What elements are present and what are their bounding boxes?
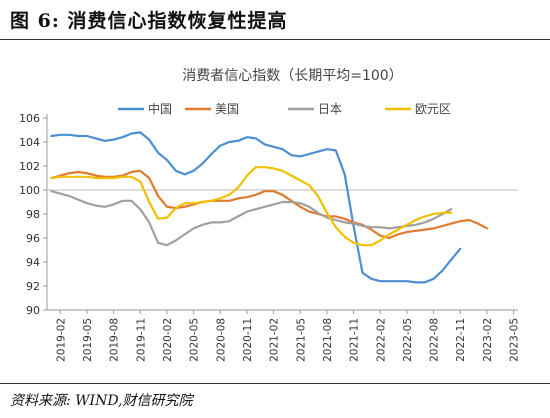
series-line-日本 [50, 190, 453, 247]
series-line-欧元区 [50, 166, 453, 247]
y-tick-label: 96 [26, 232, 40, 245]
x-tick-label: 2020-05 [189, 318, 201, 362]
legend-label: 日本 [318, 102, 342, 116]
x-tick-label: 2020-02 [162, 318, 174, 362]
legend-label: 中国 [148, 101, 172, 116]
legend-label: 欧元区 [415, 102, 451, 116]
x-tick-label: 2023-02 [482, 318, 494, 362]
y-tick-label: 106 [19, 112, 40, 125]
x-tick-label: 2023-05 [509, 318, 521, 362]
series-line-美国 [50, 169, 488, 240]
bottom-rule [0, 383, 550, 384]
y-tick-label: 102 [19, 160, 40, 173]
x-tick-label: 2022-05 [402, 318, 414, 362]
figure-title: 图 6: 消费信心指数恢复性提高 [10, 10, 288, 32]
x-tick-label: 2022-11 [455, 318, 467, 362]
x-tick-label: 2020-08 [215, 318, 227, 362]
x-tick-label: 2021-11 [349, 318, 361, 362]
source-note: 资料来源: WIND,财信研究院 [10, 393, 193, 409]
y-tick-label: 90 [26, 304, 40, 317]
y-tick-label: 98 [26, 208, 40, 221]
x-tick-label: 2022-02 [375, 318, 387, 362]
y-tick-label: 104 [19, 136, 40, 149]
x-tick-label: 2022-08 [429, 318, 441, 362]
x-tick-label: 2019-08 [109, 318, 121, 362]
x-tick-label: 2021-02 [269, 318, 281, 362]
legend-label: 美国 [215, 102, 239, 116]
top-rule [0, 39, 550, 40]
y-tick-label: 100 [19, 184, 40, 197]
x-tick-label: 2019-11 [135, 318, 147, 362]
x-tick-label: 2021-08 [322, 318, 334, 362]
y-tick-label: 94 [26, 256, 40, 269]
y-tick-label: 92 [26, 280, 40, 293]
x-tick-label: 2020-11 [242, 318, 254, 362]
series-line-中国 [50, 131, 462, 284]
x-tick-label: 2019-05 [82, 318, 94, 362]
x-tick-label: 2021-05 [295, 318, 307, 362]
x-tick-label: 2019-02 [55, 318, 67, 362]
chart-title: 消费者信心指数（长期平均=100） [182, 68, 402, 84]
